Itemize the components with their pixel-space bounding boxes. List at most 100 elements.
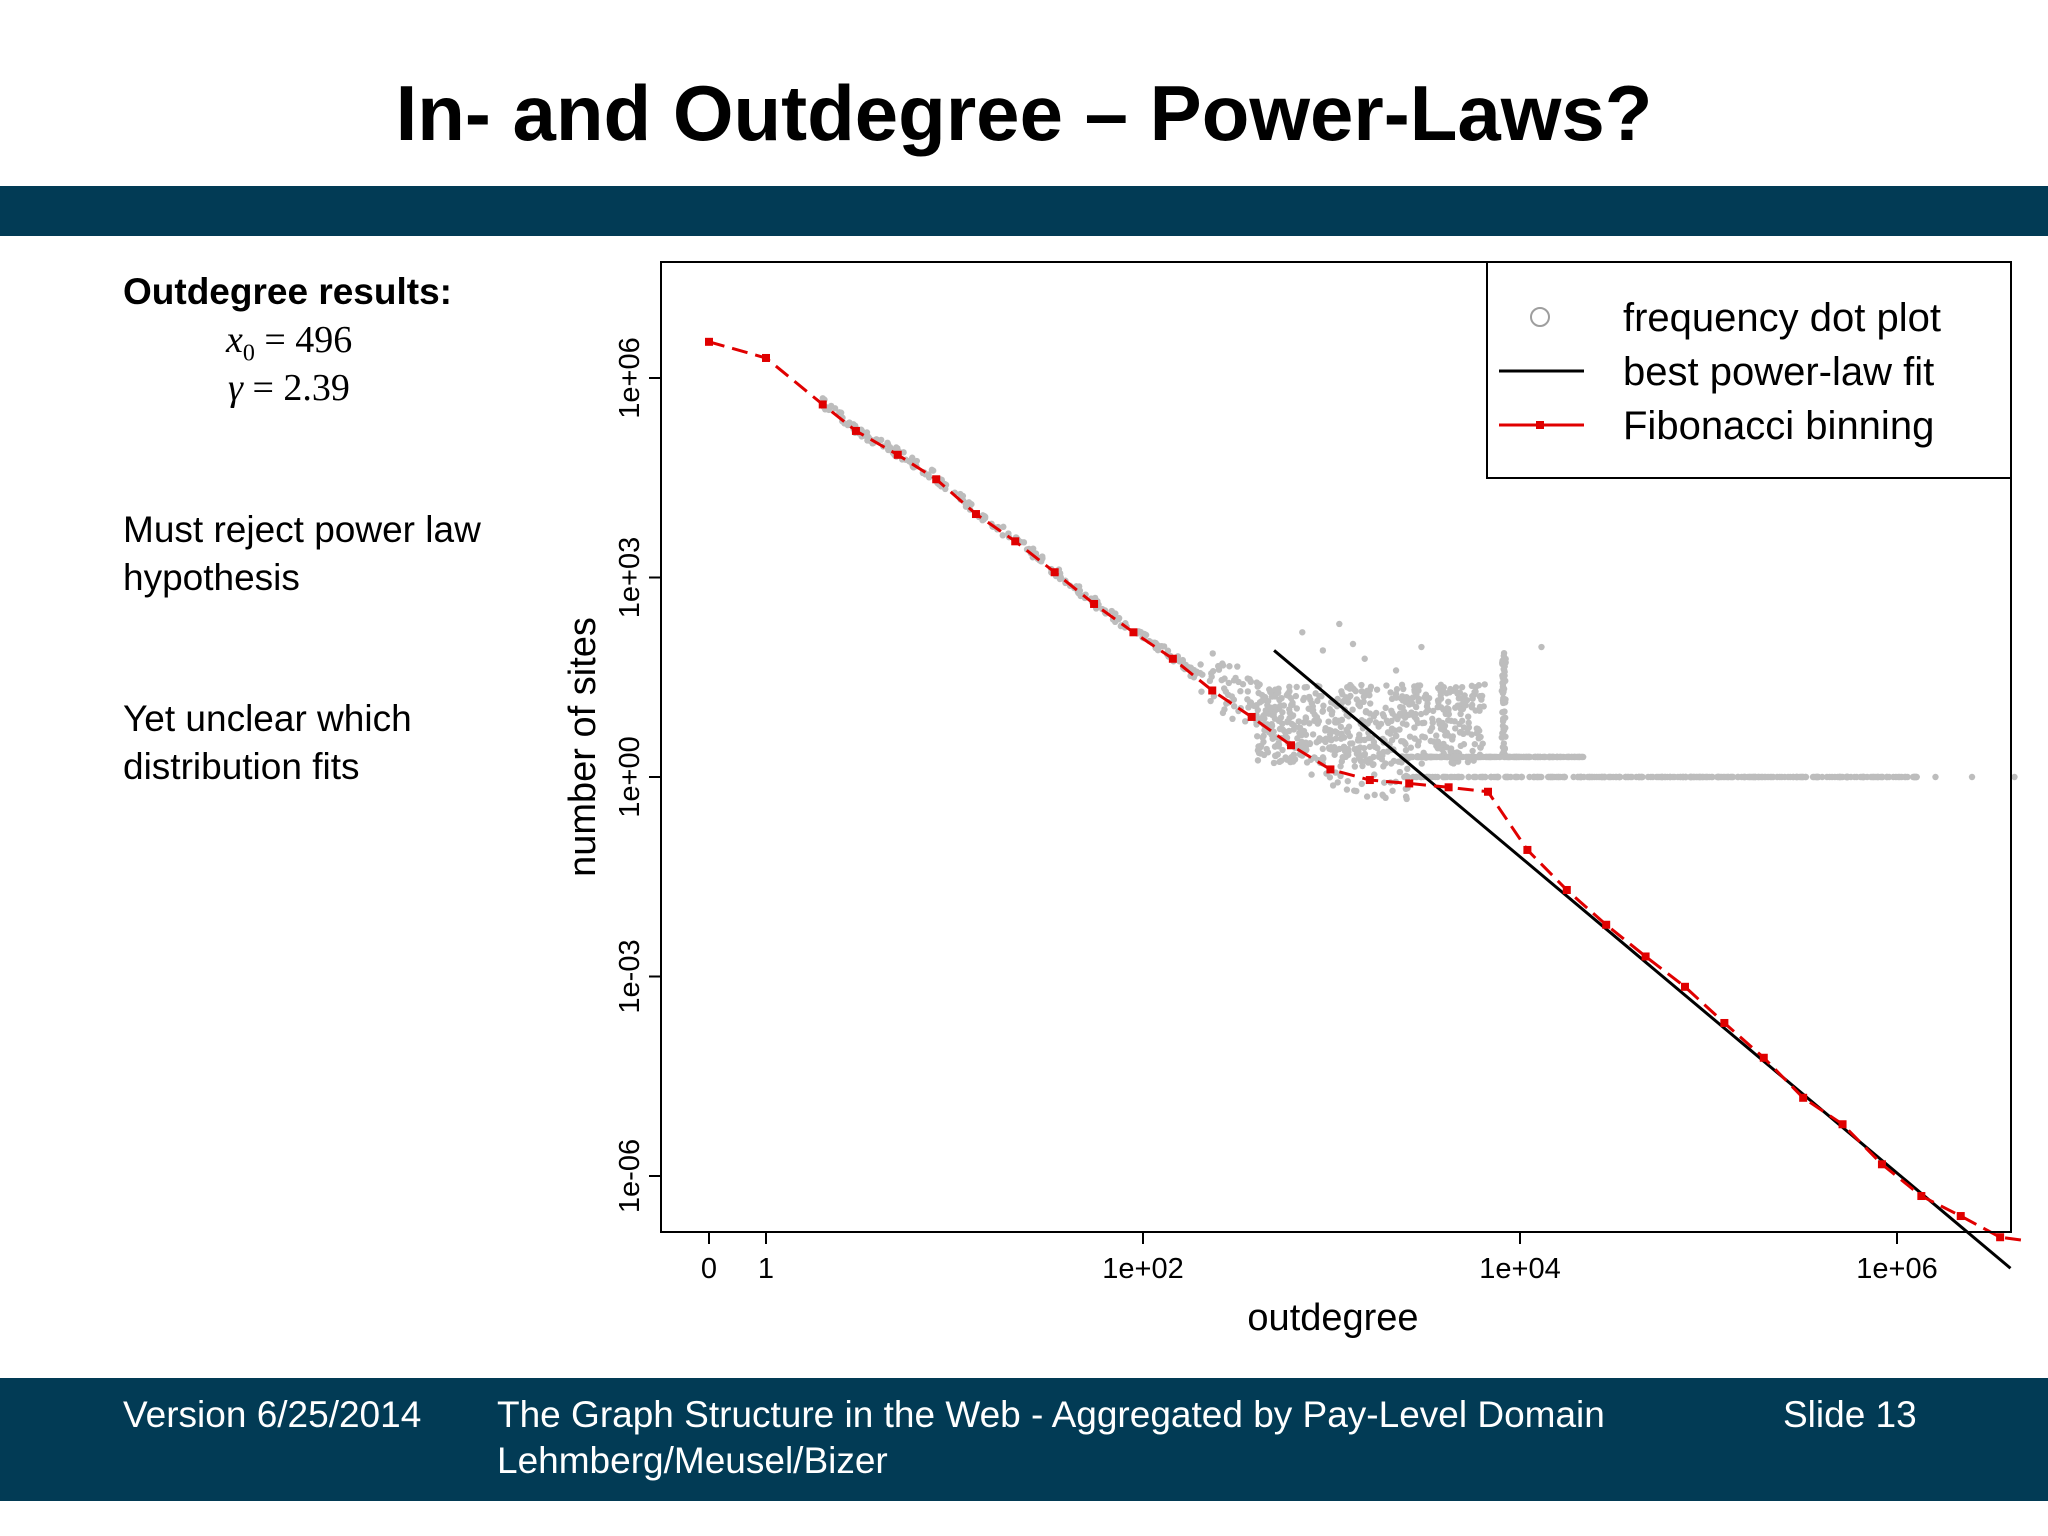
frequency-dot — [1319, 708, 1326, 715]
frequency-dot — [1381, 779, 1388, 786]
frequency-dot — [1473, 729, 1481, 737]
frequency-dot — [1274, 751, 1281, 758]
legend-label-dots: frequency dot plot — [1623, 296, 1941, 340]
frequency-dot — [1254, 683, 1261, 690]
frequency-dot — [1327, 727, 1334, 734]
frequency-dot — [1292, 692, 1300, 700]
frequency-dot — [1209, 667, 1217, 675]
frequency-dot — [1299, 629, 1306, 636]
frequency-dot — [1463, 697, 1471, 704]
frequency-dot — [1407, 744, 1415, 751]
frequency-dot — [1351, 757, 1358, 764]
frequency-dot — [1401, 714, 1409, 721]
frequency-dot — [1338, 730, 1345, 737]
frequency-dot — [1600, 773, 1607, 781]
frequency-dot — [1351, 763, 1359, 770]
frequency-dot — [1502, 714, 1509, 721]
legend-binning-marker — [1536, 421, 1544, 429]
frequency-dot — [962, 503, 970, 510]
binning-point — [1602, 920, 1611, 929]
gamma-value: = 2.39 — [252, 367, 350, 409]
binning-point — [1720, 1018, 1729, 1027]
frequency-dot — [1382, 704, 1389, 712]
binning-point — [1680, 982, 1689, 991]
frequency-dot — [959, 492, 967, 500]
frequency-dot — [1425, 706, 1432, 714]
frequency-dot — [1511, 773, 1519, 781]
frequency-dot — [1457, 710, 1464, 718]
frequency-dot — [1254, 747, 1262, 754]
footer-title: The Graph Structure in the Web - Aggrega… — [497, 1394, 1605, 1435]
frequency-dot — [1478, 696, 1485, 703]
unclear-text: Yet unclear which distribution fits — [123, 698, 412, 787]
frequency-dot — [1481, 681, 1488, 688]
frequency-dot — [1802, 773, 1809, 781]
frequency-dot — [1197, 661, 1204, 668]
x0-subscript: 0 — [242, 340, 255, 367]
frequency-dot — [1471, 773, 1478, 781]
frequency-dot — [1322, 735, 1330, 742]
frequency-dot — [1284, 690, 1292, 697]
frequency-dot — [1501, 667, 1508, 674]
frequency-dot — [1500, 732, 1507, 739]
frequency-dot — [1402, 698, 1410, 706]
frequency-dot — [1387, 689, 1394, 696]
frequency-dot — [1260, 712, 1268, 719]
frequency-dot — [1869, 773, 1876, 781]
frequency-dot — [1337, 772, 1344, 780]
frequency-dot — [1230, 702, 1238, 710]
frequency-dot — [1288, 701, 1295, 709]
frequency-dot — [1254, 757, 1262, 764]
frequency-dot — [1286, 714, 1293, 722]
frequency-dots — [819, 395, 2018, 803]
fibonacci-binning-line — [708, 340, 2028, 1243]
frequency-dot — [1239, 681, 1247, 688]
frequency-dot — [1452, 725, 1459, 732]
frequency-dot — [1258, 697, 1265, 705]
frequency-dot — [1826, 773, 1833, 781]
frequency-dot — [1858, 773, 1866, 781]
frequency-dot — [1075, 588, 1083, 595]
frequency-dot — [1414, 719, 1422, 727]
frequency-dot — [1499, 708, 1507, 716]
frequency-dot — [1311, 717, 1318, 724]
footer-band — [0, 1378, 2048, 1501]
frequency-dot — [1339, 691, 1346, 698]
frequency-dot — [1787, 773, 1794, 781]
frequency-dot — [1666, 773, 1674, 781]
frequency-dot — [1411, 735, 1418, 742]
x0-value: = 496 — [264, 319, 353, 361]
frequency-dot — [1465, 773, 1472, 781]
x0-formula: x0 = 496 — [226, 318, 352, 368]
frequency-dot — [1344, 683, 1351, 691]
y-tick-label: 1e+03 — [614, 537, 646, 618]
chart-axes: 0 1 1e+02 1e+04 1e+06 1e-06 1e-03 1e+00 1e+03 1e+… — [614, 337, 1938, 1285]
frequency-dot — [1363, 793, 1371, 800]
frequency-dot — [1549, 773, 1556, 781]
frequency-dot — [1464, 758, 1472, 766]
frequency-dot — [1612, 773, 1619, 781]
frequency-dot — [1471, 688, 1478, 696]
frequency-dot — [1160, 643, 1168, 650]
frequency-dot — [1198, 688, 1205, 695]
binning-point — [1168, 654, 1177, 663]
frequency-dot — [1433, 732, 1440, 739]
frequency-dot — [1377, 720, 1385, 728]
frequency-dot — [1366, 743, 1374, 750]
frequency-dot — [1638, 773, 1646, 781]
frequency-dot — [1388, 707, 1395, 714]
frequency-dot — [1372, 719, 1380, 726]
binning-point — [971, 510, 980, 519]
frequency-dot — [1207, 697, 1214, 705]
frequency-dot — [1380, 713, 1387, 720]
frequency-dot — [1336, 620, 1343, 628]
chart-legend: frequency dot plot best power-law fit Fi… — [1486, 261, 2012, 479]
frequency-dot — [1496, 753, 1503, 761]
binning-point — [1129, 628, 1138, 637]
frequency-dot — [1437, 725, 1445, 732]
frequency-dot — [1449, 736, 1456, 743]
frequency-dot — [1400, 708, 1408, 715]
frequency-dot — [1277, 714, 1285, 721]
frequency-dot — [1502, 677, 1509, 685]
frequency-dot — [1367, 683, 1375, 691]
